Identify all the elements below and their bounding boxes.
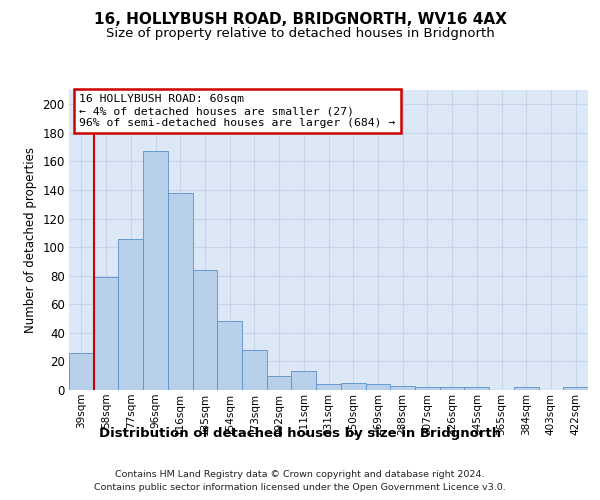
Bar (365, 384, 390, 390)
Text: Distribution of detached houses by size in Bridgnorth: Distribution of detached houses by size … (99, 428, 501, 440)
Bar (316, 384, 341, 390)
Bar (69, 353, 94, 390)
Bar (390, 386, 415, 390)
Bar (94, 277, 118, 390)
Bar (267, 376, 292, 390)
Text: Size of property relative to detached houses in Bridgnorth: Size of property relative to detached ho… (106, 28, 494, 40)
Bar (118, 238, 143, 390)
Bar (242, 350, 267, 390)
Bar (563, 387, 588, 390)
Bar (143, 152, 168, 390)
Bar (292, 372, 316, 390)
Text: Contains HM Land Registry data © Crown copyright and database right 2024.: Contains HM Land Registry data © Crown c… (115, 470, 485, 479)
Bar (217, 322, 242, 390)
Bar (514, 387, 539, 390)
Text: 16 HOLLYBUSH ROAD: 60sqm
← 4% of detached houses are smaller (27)
96% of semi-de: 16 HOLLYBUSH ROAD: 60sqm ← 4% of detache… (79, 94, 395, 128)
Bar (440, 387, 464, 390)
Text: 16, HOLLYBUSH ROAD, BRIDGNORTH, WV16 4AX: 16, HOLLYBUSH ROAD, BRIDGNORTH, WV16 4AX (94, 12, 506, 28)
Text: Contains public sector information licensed under the Open Government Licence v3: Contains public sector information licen… (94, 482, 506, 492)
Y-axis label: Number of detached properties: Number of detached properties (24, 147, 37, 333)
Bar (168, 193, 193, 390)
Bar (341, 383, 365, 390)
Bar (415, 387, 440, 390)
Bar (193, 270, 217, 390)
Bar (464, 387, 489, 390)
